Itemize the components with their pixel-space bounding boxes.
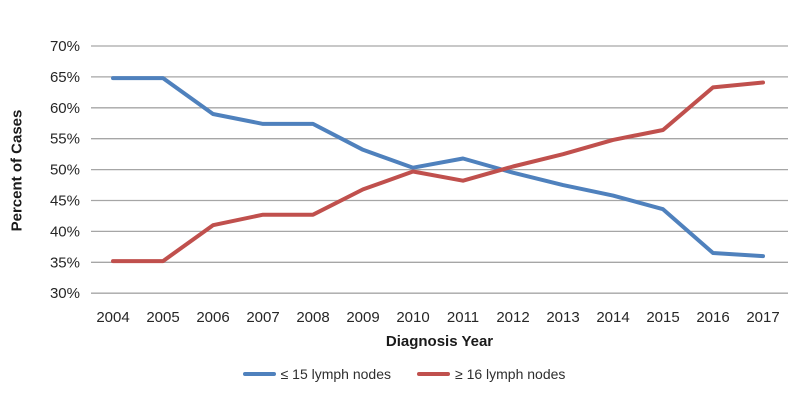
x-tick-label: 2009 [346,309,379,326]
x-tick-label: 2017 [746,309,779,326]
legend: ≤ 15 lymph nodes ≥ 16 lymph nodes [0,366,808,382]
y-tick-label: 40% [50,223,80,240]
x-tick-label: 2007 [246,309,279,326]
series-line-0 [111,76,765,259]
x-tick-label: 2016 [696,309,729,326]
x-axis-title: Diagnosis Year [385,333,494,350]
y-tick-label: 55% [50,131,80,148]
x-tick-label: 2010 [396,309,429,326]
x-tick-label: 2004 [96,309,129,326]
y-tick-label: 45% [50,193,80,210]
y-tick-label: 35% [50,254,80,271]
x-tick-label: 2011 [447,309,479,326]
y-tick-label: 65% [50,69,80,86]
x-tick-label: 2013 [546,309,579,326]
x-tick-label: 2006 [196,309,229,326]
x-tick-label: 2008 [296,309,329,326]
legend-label-le15: ≤ 15 lymph nodes [280,366,391,382]
legend-swatch-ge16-icon [417,372,450,376]
legend-item-ge16: ≥ 16 lymph nodes [417,366,565,382]
y-tick-label: 60% [50,100,80,117]
x-tick-label: 2015 [646,309,679,326]
x-tick-label: 2014 [596,309,629,326]
y-tick-label: 70% [50,38,80,55]
y-tick-label: 50% [50,162,80,179]
series-line-1 [111,80,765,264]
x-tick-label: 2012 [496,309,529,326]
legend-swatch-le15-icon [242,372,276,376]
x-tick-label: 2005 [146,309,179,326]
legend-item-le15: ≤ 15 lymph nodes [242,366,391,382]
legend-label-ge16: ≥ 16 lymph nodes [455,366,566,382]
y-axis-title: Percent of Cases [8,109,26,232]
y-tick-label: 30% [50,285,80,302]
